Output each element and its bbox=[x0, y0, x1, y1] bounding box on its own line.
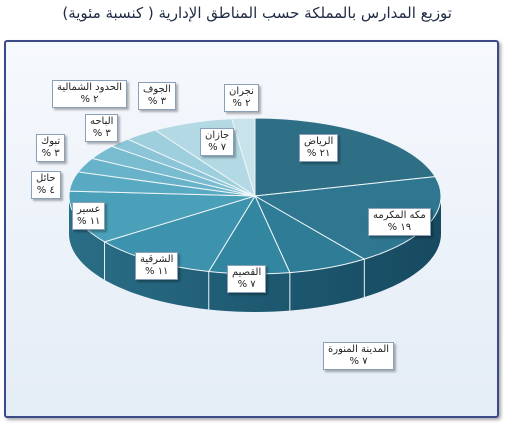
slice-label-asir: عسير ١١ % bbox=[72, 202, 106, 230]
slice-label-makkah: مكه المكرمه ١٩ % bbox=[368, 208, 431, 236]
slice-label-riyadh: الرياض ٢١ % bbox=[299, 134, 339, 162]
slice-label-jazan: جازان ٧ % bbox=[200, 128, 235, 156]
slice-label-najran: نجران ٢ % bbox=[224, 84, 259, 112]
slice-label-baha: الباحه ٣ % bbox=[85, 114, 119, 142]
slice-label-jouf: الجوف ٣ % bbox=[138, 82, 176, 110]
chart-title: توزيع المدارس بالمملكة حسب المناطق الإدا… bbox=[62, 4, 452, 22]
slice-label-tabuk: تبوك ٣ % bbox=[36, 134, 66, 162]
pie-side-band bbox=[69, 196, 441, 312]
slice-label-madinah: المدينة المنورة ٧ % bbox=[323, 342, 395, 370]
slice-label-hail: حائل ٤ % bbox=[31, 171, 61, 199]
pie-top bbox=[68, 117, 442, 275]
slice-label-sharqiya: الشرقية ١١ % bbox=[135, 252, 179, 280]
pie-depth bbox=[69, 196, 441, 312]
pie-slice-12 bbox=[231, 117, 256, 197]
slice-label-qassim: القصيم ٧ % bbox=[227, 265, 267, 293]
slice-label-northern-borders: الحدود الشمالية ٢ % bbox=[52, 80, 127, 108]
